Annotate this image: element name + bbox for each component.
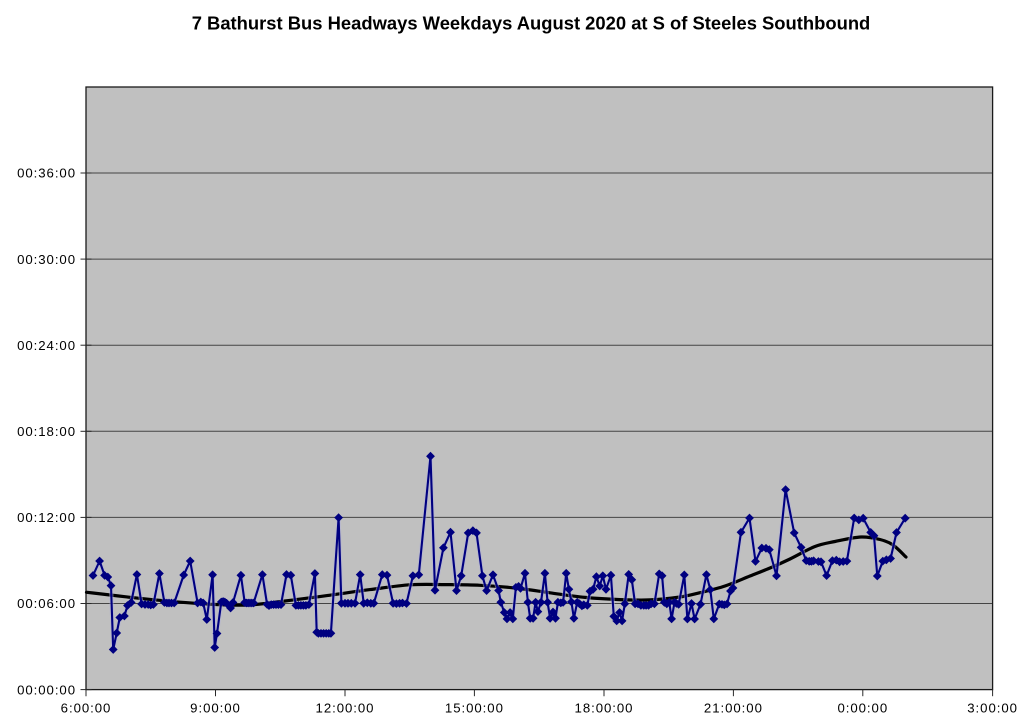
- svg-text:6:00:00: 6:00:00: [61, 701, 112, 716]
- svg-text:18:00:00: 18:00:00: [575, 701, 634, 716]
- svg-text:00:30:00: 00:30:00: [17, 252, 76, 267]
- svg-text:3:00:00: 3:00:00: [967, 701, 1018, 716]
- svg-text:12:00:00: 12:00:00: [316, 701, 375, 716]
- svg-text:00:18:00: 00:18:00: [17, 424, 76, 439]
- svg-text:00:24:00: 00:24:00: [17, 338, 76, 353]
- svg-text:21:00:00: 21:00:00: [704, 701, 763, 716]
- svg-text:00:06:00: 00:06:00: [17, 596, 76, 611]
- svg-text:00:36:00: 00:36:00: [17, 166, 76, 181]
- svg-text:15:00:00: 15:00:00: [445, 701, 504, 716]
- svg-text:9:00:00: 9:00:00: [190, 701, 241, 716]
- svg-text:7 Bathurst Bus Headways Weekda: 7 Bathurst Bus Headways Weekdays August …: [192, 13, 871, 34]
- svg-text:00:12:00: 00:12:00: [17, 510, 76, 525]
- svg-text:00:00:00: 00:00:00: [17, 682, 76, 697]
- svg-text:0:00:00: 0:00:00: [837, 701, 888, 716]
